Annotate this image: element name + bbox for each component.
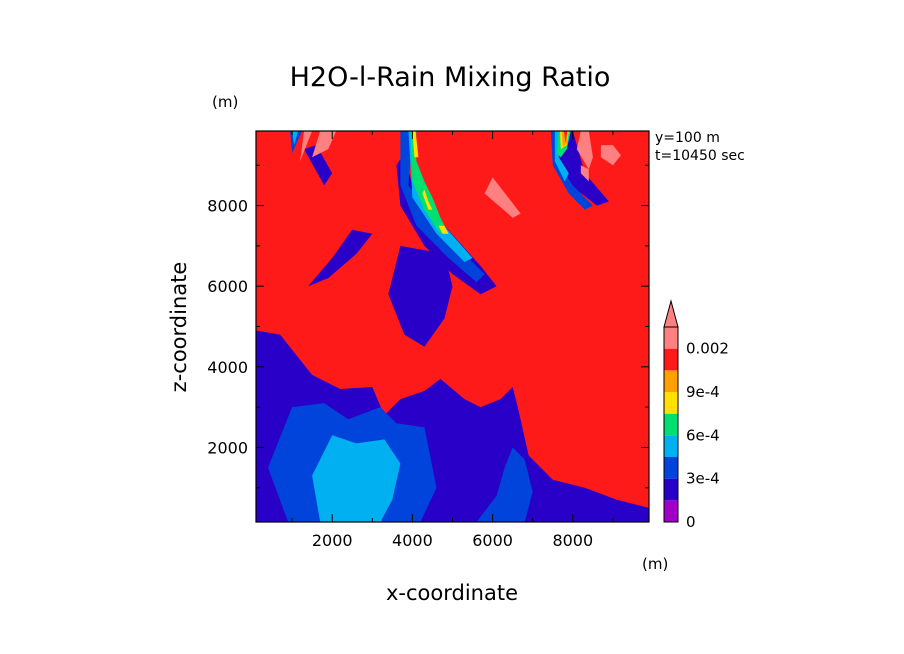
colorbar-segment [664, 370, 678, 392]
x-tick-label: 6000 [472, 531, 513, 550]
contour-region-18 [438, 225, 449, 234]
contour-fills [256, 131, 649, 522]
colorbar-segment [664, 327, 678, 349]
contour-region-5 [308, 229, 373, 287]
colorbar-extend-triangle [663, 299, 679, 328]
y-tick-label: 2000 [207, 438, 248, 457]
colorbar-segment [664, 392, 678, 414]
y-position-annotation: y=100 m [655, 130, 720, 146]
contour-region-17 [422, 189, 433, 210]
contour-region-14 [292, 131, 299, 146]
x-tick-label: 2000 [312, 531, 353, 550]
colorbar-segment [664, 413, 678, 436]
colorbar-tick-label: 3e-4 [686, 470, 720, 488]
contour-region-27 [600, 145, 621, 166]
colorbar-segment [664, 435, 678, 457]
contour-region-26 [576, 131, 593, 170]
time-annotation: t=10450 sec [655, 148, 745, 164]
colorbar-segment [664, 478, 678, 501]
contour-region-25 [484, 177, 521, 218]
contour-region-9 [400, 131, 485, 283]
colorbar-segment [664, 457, 678, 479]
contour-region-3 [312, 435, 401, 522]
x-tick-label: 4000 [392, 531, 433, 550]
contour-region-16 [412, 131, 419, 158]
contour-region-6 [304, 145, 333, 186]
colorbar-frame [663, 326, 679, 523]
contour-region-7 [396, 153, 497, 295]
chart-title: H2O-l-Rain Mixing Ratio [290, 62, 611, 93]
colorbar-segment [664, 348, 678, 371]
colorbar-tick-label: 0.002 [686, 340, 729, 358]
y-tick-label: 4000 [207, 358, 248, 377]
colorbar-tick-label: 6e-4 [686, 426, 720, 444]
x-axis-ticks: 2000 4000 6000 8000 [291, 131, 614, 550]
contour-region-2 [476, 447, 533, 522]
contour-region-4 [388, 245, 453, 347]
y-tick-label: 6000 [207, 277, 248, 296]
x-axis-label: x-coordinate [386, 581, 518, 605]
y-tick-label: 8000 [207, 197, 248, 216]
y-axis-ticks: 2000 4000 6000 8000 [207, 164, 649, 489]
x-unit-label: (m) [642, 555, 668, 573]
colorbar-segment [664, 500, 678, 522]
colorbar-tick-label: 0 [686, 513, 696, 531]
colorbar-tick-label: 9e-4 [686, 383, 720, 401]
z-unit-label: (m) [212, 93, 238, 111]
contour-region-24 [312, 131, 337, 158]
contour-region-23 [300, 131, 313, 162]
contour-region-22 [564, 131, 568, 144]
contour-region-28 [580, 165, 589, 182]
y-axis-label: z-coordinate [167, 262, 191, 393]
x-tick-label: 8000 [552, 531, 593, 550]
colorbar: 0 3e-4 6e-4 9e-4 0.002 [663, 299, 729, 531]
